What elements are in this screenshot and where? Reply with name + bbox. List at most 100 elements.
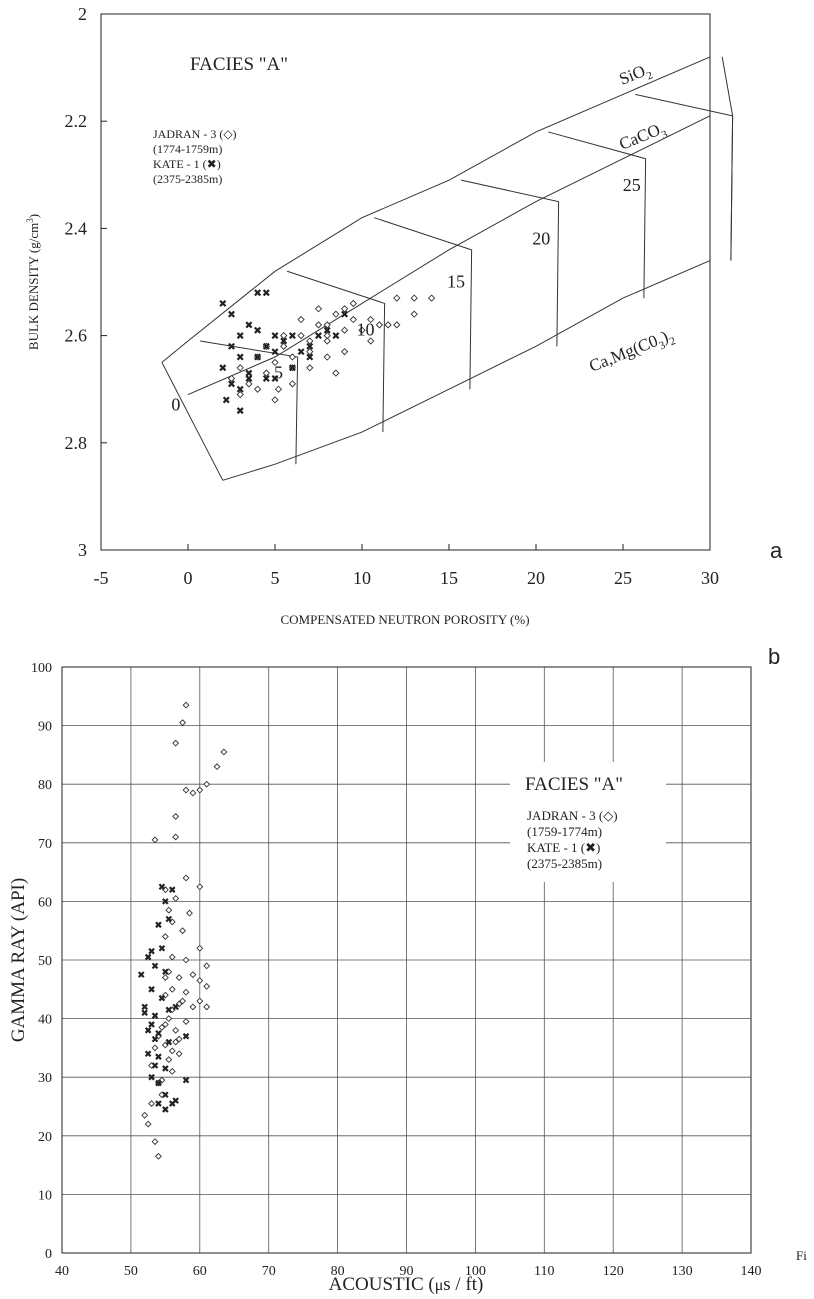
x-tick-label-a: -5: [94, 568, 109, 588]
margin-fragment: Fi: [796, 1248, 807, 1263]
data-point-diamond: [197, 978, 203, 984]
lith-label-camg: Ca,Mg(C03)2: [586, 325, 677, 380]
y-tick-label-b: 30: [38, 1071, 52, 1086]
x-axis-label-b-text: ACOUSTIC (: [329, 1274, 435, 1295]
panel-label-a: a: [770, 538, 783, 563]
data-point-diamond: [183, 875, 189, 881]
data-point-diamond: [350, 317, 356, 323]
data-point-diamond: [272, 397, 278, 403]
porosity-line-6: [635, 94, 732, 260]
data-point-diamond: [166, 1016, 172, 1022]
data-point-cross: [229, 311, 234, 316]
data-point-cross: [255, 290, 260, 295]
data-point-cross: [272, 333, 277, 338]
y-tick-label-b: 60: [38, 895, 52, 910]
y-tick-label-b: 10: [38, 1188, 52, 1203]
data-point-cross: [163, 1066, 168, 1071]
legend-b-kate: KATE - 1 (✖): [527, 840, 600, 855]
x-tick-label-a: 5: [271, 568, 280, 588]
porosity-labels-a: 0 5 10 15 20 25: [171, 175, 640, 415]
data-point-cross: [146, 1051, 151, 1056]
y-tick-label-a: 2: [78, 4, 87, 24]
data-point-diamond: [190, 790, 196, 796]
data-point-cross: [238, 408, 243, 413]
data-points-b: [139, 702, 227, 1159]
data-point-cross: [264, 290, 269, 295]
data-point-diamond: [183, 1019, 189, 1025]
porosity-label: 0: [171, 395, 180, 415]
data-point-diamond: [204, 984, 210, 990]
axis-ticks-b: 40 50 60 70 80 90 100 110 120 130 140 0 10 20 30 40 50 60…: [31, 661, 762, 1279]
data-point-cross: [170, 887, 175, 892]
data-point-cross: [255, 328, 260, 333]
y-tick-label-a: 2.2: [65, 111, 88, 131]
data-point-cross: [298, 349, 303, 354]
legend-a-kate: KATE - 1 (✖): [153, 157, 221, 171]
data-point-cross: [220, 301, 225, 306]
data-point-diamond: [163, 975, 169, 981]
data-point-cross: [220, 365, 225, 370]
data-point-cross: [184, 1034, 189, 1039]
legend-a-jadran: JADRAN - 3 (◇): [153, 127, 237, 141]
x-axis-label-b-mu: μ: [435, 1277, 444, 1294]
data-point-diamond: [221, 749, 227, 755]
y-axis-label-a-close: ): [26, 214, 41, 218]
data-point-diamond: [183, 957, 189, 963]
lith-label-sio2-name: SiO: [616, 61, 648, 89]
porosity-line-1: [200, 341, 297, 464]
data-point-cross: [166, 1040, 171, 1045]
data-point-cross: [146, 955, 151, 960]
data-point-cross: [238, 333, 243, 338]
data-point-diamond: [152, 1139, 158, 1145]
data-point-diamond: [316, 322, 322, 328]
x-tick-label-b: 70: [262, 1264, 276, 1279]
legend-b-jadran: JADRAN - 3 (◇): [527, 808, 618, 823]
x-tick-label-a: 25: [614, 568, 632, 588]
data-point-cross: [156, 922, 161, 927]
data-point-diamond: [180, 928, 186, 934]
legend-a-kate-range: (2375-2385m): [153, 172, 222, 186]
data-point-diamond: [173, 740, 179, 746]
x-tick-label-b: 40: [55, 1264, 69, 1279]
data-point-diamond: [376, 322, 382, 328]
data-point-diamond: [169, 1069, 175, 1075]
x-axis-label-a: COMPENSATED NEUTRON POROSITY (%): [280, 612, 529, 627]
data-point-diamond: [342, 327, 348, 333]
data-point-cross: [159, 884, 164, 889]
lithology-lines-a: [162, 57, 710, 480]
x-tick-label-a: 10: [353, 568, 371, 588]
data-point-diamond: [307, 365, 313, 371]
x-tick-label-b: 130: [672, 1264, 693, 1279]
data-point-diamond: [204, 781, 210, 787]
data-point-diamond: [333, 311, 339, 317]
x-tick-label-b: 120: [603, 1264, 624, 1279]
data-point-cross: [142, 1004, 147, 1009]
y-tick-label-b: 50: [38, 954, 52, 969]
data-point-diamond: [394, 322, 400, 328]
lith-label-caco3-name: CaCO: [616, 120, 663, 154]
data-point-diamond: [169, 954, 175, 960]
y-tick-label-b: 90: [38, 720, 52, 735]
x-tick-label-a: 30: [701, 568, 719, 588]
data-point-diamond: [298, 317, 304, 323]
data-point-cross: [163, 1107, 168, 1112]
y-tick-label-a: 2.8: [65, 433, 88, 453]
data-point-diamond: [204, 963, 210, 969]
data-point-diamond: [152, 1045, 158, 1051]
data-point-diamond: [173, 834, 179, 840]
x-axis-label-b-tail: s / ft): [443, 1274, 483, 1295]
data-point-diamond: [173, 814, 179, 820]
data-point-cross: [142, 1010, 147, 1015]
data-point-cross: [246, 370, 251, 375]
lith-label-camg-sub2: 2: [668, 335, 678, 348]
data-point-diamond: [411, 295, 417, 301]
data-point-diamond: [197, 884, 203, 890]
y-tick-label-b: 80: [38, 778, 52, 793]
data-point-cross: [184, 1078, 189, 1083]
data-point-diamond: [214, 764, 220, 770]
legend-a-jadran-range: (1774-1759m): [153, 142, 222, 156]
legend-b-kate-range: (2375-2385m): [527, 856, 602, 871]
x-tick-label-a: 0: [184, 568, 193, 588]
